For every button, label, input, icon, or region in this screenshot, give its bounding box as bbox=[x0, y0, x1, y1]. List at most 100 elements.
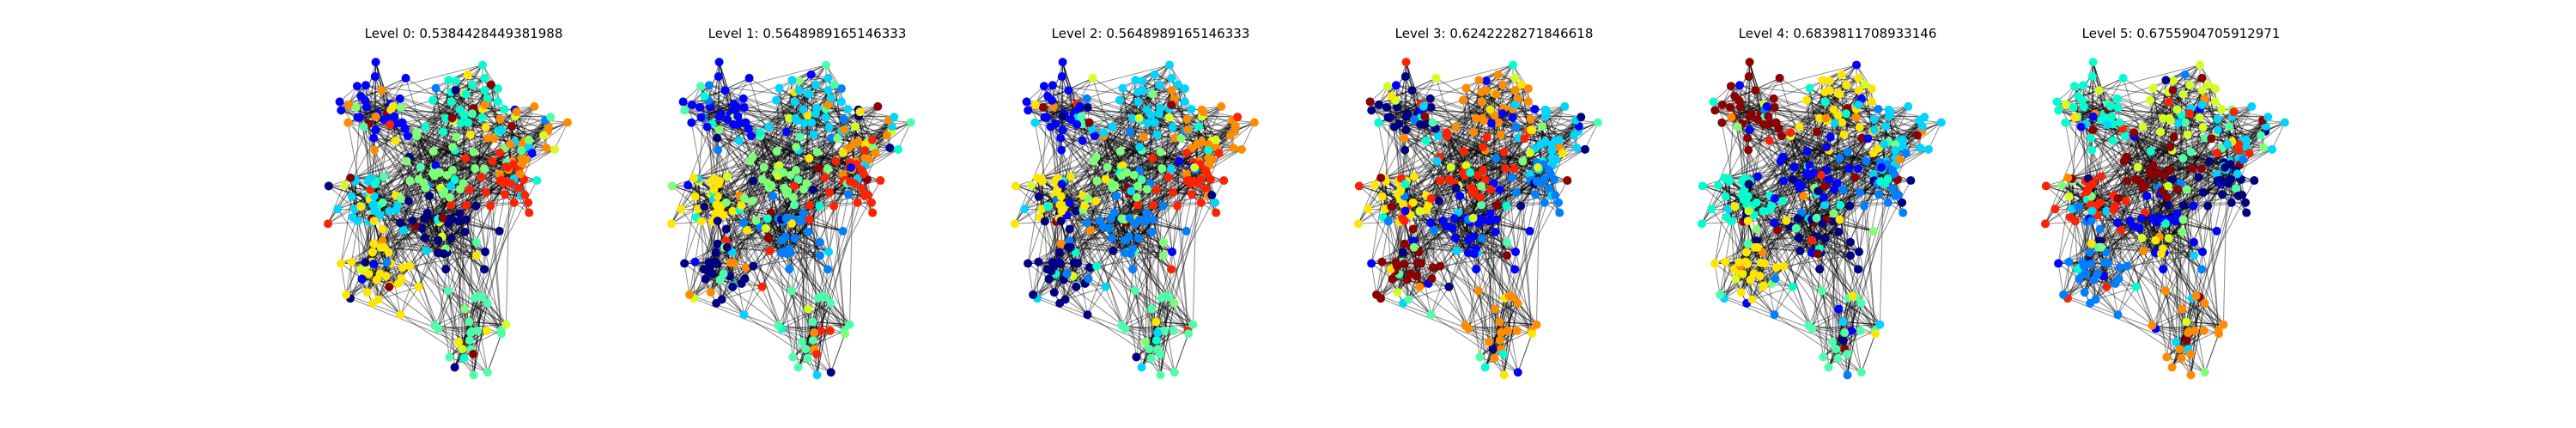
graph-node bbox=[696, 82, 705, 91]
graph-node bbox=[401, 73, 410, 83]
graph-node bbox=[801, 345, 811, 354]
graph-edge bbox=[1389, 117, 1430, 284]
graph-node bbox=[1188, 320, 1198, 329]
graph-edge bbox=[1026, 101, 1172, 169]
graph-node bbox=[1133, 97, 1143, 107]
graph-edge bbox=[1031, 185, 1057, 193]
graph-node bbox=[1133, 181, 1143, 191]
graph-edge bbox=[1014, 180, 1043, 224]
graph-edge bbox=[1069, 240, 1129, 254]
graph-node bbox=[795, 132, 805, 142]
graph-edge bbox=[781, 240, 829, 253]
graph-edge bbox=[390, 117, 476, 299]
panel-title: Level 0: 0.5384428449381988 bbox=[364, 26, 563, 41]
graph-edge bbox=[425, 138, 495, 189]
graph-edge bbox=[708, 62, 720, 101]
graph-node bbox=[1249, 118, 1259, 127]
graph-node bbox=[811, 80, 821, 89]
graph-node bbox=[771, 95, 781, 105]
graph-edge bbox=[464, 330, 488, 359]
graph-edge bbox=[464, 117, 483, 358]
graph-node bbox=[1142, 209, 1151, 218]
graph-edge bbox=[1059, 205, 1158, 350]
graph-node bbox=[1151, 185, 1161, 194]
graph-node bbox=[1157, 163, 1167, 173]
graph-edge bbox=[465, 219, 477, 256]
graph-node bbox=[704, 258, 714, 267]
graph-node bbox=[1147, 304, 1157, 314]
graph-edge bbox=[769, 101, 796, 127]
graph-edge bbox=[1093, 161, 1125, 219]
graph-edge bbox=[1116, 195, 1187, 232]
graph-node bbox=[443, 286, 453, 296]
graph-edge bbox=[762, 138, 832, 288]
graph-edge bbox=[1176, 205, 1188, 331]
graph-node bbox=[1084, 274, 1093, 284]
graph-node bbox=[683, 180, 693, 190]
graph-edge bbox=[1125, 240, 1173, 253]
graph-node bbox=[713, 239, 722, 248]
graph-edge bbox=[471, 296, 480, 332]
graph-edge bbox=[809, 219, 821, 256]
graph-node bbox=[845, 320, 854, 329]
graph-edge bbox=[500, 119, 544, 137]
graph-edge bbox=[787, 193, 848, 195]
graph-node bbox=[855, 107, 865, 117]
graph-edge bbox=[511, 106, 535, 127]
graph-edge bbox=[473, 205, 491, 376]
graph-node bbox=[480, 85, 489, 95]
graph-node bbox=[471, 237, 481, 247]
graph-edge bbox=[399, 98, 444, 132]
graph-node bbox=[868, 208, 878, 217]
graph-node bbox=[532, 176, 542, 186]
graph-node bbox=[809, 130, 818, 139]
graph-edge bbox=[731, 120, 798, 253]
graph-edge bbox=[473, 297, 483, 376]
panel-title: Level 1: 0.5648989165146333 bbox=[708, 26, 907, 41]
graph-node bbox=[714, 206, 723, 216]
graph-node bbox=[1106, 214, 1115, 223]
graph-edge bbox=[1103, 136, 1137, 358]
graph-node bbox=[787, 219, 796, 229]
graph-node bbox=[1091, 196, 1100, 205]
graph-edge bbox=[767, 217, 829, 270]
graph-node bbox=[1030, 118, 1040, 127]
graph-edge bbox=[1015, 185, 1057, 200]
graph-node bbox=[1072, 282, 1081, 291]
graph-edge bbox=[1212, 149, 1242, 161]
graph-edge bbox=[715, 84, 817, 205]
graph-edge bbox=[1157, 108, 1170, 135]
graph-edge bbox=[1061, 184, 1077, 211]
graph-node bbox=[404, 196, 413, 205]
graph-node bbox=[850, 122, 860, 131]
graph-edge bbox=[701, 117, 751, 137]
graph-node bbox=[1151, 335, 1161, 345]
graph-node bbox=[1060, 295, 1070, 304]
graph-edge bbox=[355, 180, 359, 222]
graph-edge bbox=[409, 156, 476, 169]
graph-node bbox=[375, 269, 385, 278]
graph-edge bbox=[1156, 189, 1208, 197]
graph-edge bbox=[1133, 219, 1153, 254]
graph-node bbox=[1201, 184, 1211, 193]
graph-edge bbox=[1192, 144, 1198, 325]
graph-edge bbox=[759, 132, 788, 192]
graph-node bbox=[849, 139, 859, 149]
graph-node bbox=[826, 298, 835, 308]
graph-edge bbox=[1502, 108, 1535, 114]
graph-edge bbox=[785, 235, 829, 270]
graph-edge bbox=[471, 303, 489, 332]
graph-node bbox=[371, 125, 380, 135]
graph-node bbox=[764, 183, 774, 193]
graph-edge bbox=[1459, 88, 1467, 197]
graph-node bbox=[1039, 82, 1048, 91]
graph-edge bbox=[1147, 123, 1161, 153]
graph-edge bbox=[382, 182, 464, 229]
graph-edge bbox=[427, 212, 445, 254]
graph-node bbox=[799, 209, 808, 218]
graph-edge bbox=[1062, 128, 1092, 131]
graph-edge bbox=[1160, 297, 1170, 376]
graph-edge bbox=[718, 184, 733, 211]
graph-node bbox=[785, 113, 794, 123]
graph-node bbox=[817, 326, 826, 335]
